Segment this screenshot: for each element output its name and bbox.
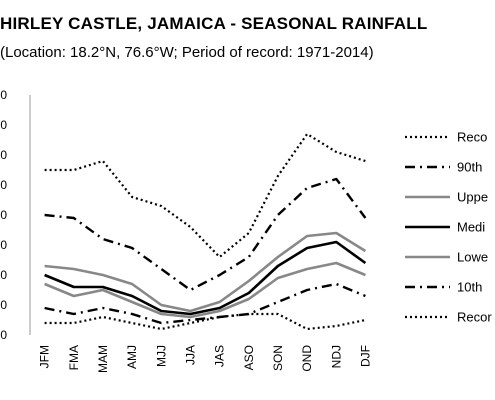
legend-label: Uppe — [457, 190, 488, 205]
x-tick-label: JJA — [183, 345, 197, 365]
series-line-2 — [44, 177, 367, 292]
legend-label: 90th — [457, 160, 482, 175]
x-tick-label: NDJ — [329, 345, 343, 368]
y-tick-label: 0 — [0, 268, 7, 282]
x-axis-ticks: JFM FMA MAM AMJ MJJ JJA JAS ASO SON OND NDJ DJF — [38, 345, 373, 373]
y-tick-label: 0 — [0, 148, 7, 162]
legend-label: 10th — [457, 280, 482, 295]
chart-title: HIRLEY CASTLE, JAMAICA - SEASONAL RAINFA… — [0, 14, 428, 33]
x-tick-label: SON — [271, 345, 285, 371]
series-layer — [44, 132, 367, 331]
chart-subtitle-text: Location: 18.2°N, 76.6°W; Period of reco… — [5, 44, 374, 61]
series-line-3 — [44, 231, 367, 313]
x-tick-label: AMJ — [125, 345, 139, 369]
x-tick-label: JFM — [38, 345, 52, 368]
series-line-4 — [44, 240, 367, 316]
y-tick-label: 0 — [0, 88, 7, 102]
x-tick-label: JAS — [213, 345, 227, 367]
x-tick-label: DJF — [358, 345, 372, 367]
legend-label: Recor — [457, 310, 492, 325]
y-tick-label: 0 — [0, 328, 7, 342]
y-tick-label: 0 — [0, 178, 7, 192]
y-axis-ticks: 0 0 0 0 0 0 0 0 0 — [0, 88, 7, 342]
x-tick-label: MAM — [96, 345, 110, 373]
y-tick-label: 0 — [0, 238, 7, 252]
y-tick-label: 0 — [0, 208, 7, 222]
series-line-7 — [44, 312, 366, 331]
series-line-1 — [44, 132, 366, 259]
y-tick-label: 0 — [0, 118, 7, 132]
x-tick-label: MJJ — [154, 345, 168, 367]
x-tick-label: ASO — [242, 345, 256, 370]
legend-label: Medi — [457, 220, 485, 235]
y-tick-label: 0 — [0, 298, 7, 312]
x-tick-label: OND — [300, 345, 314, 372]
legend-label: Reco — [457, 130, 487, 145]
legend-label: Lowe — [457, 250, 488, 265]
series-line-5 — [44, 261, 366, 319]
x-tick-label: FMA — [67, 345, 81, 370]
chart-subtitle: (Location: 18.2°N, 76.6°W; Period of rec… — [0, 44, 374, 61]
legend: Reco 90th Uppe Medi Lowe 10th Recor — [405, 130, 492, 325]
series-line-6 — [44, 282, 366, 325]
